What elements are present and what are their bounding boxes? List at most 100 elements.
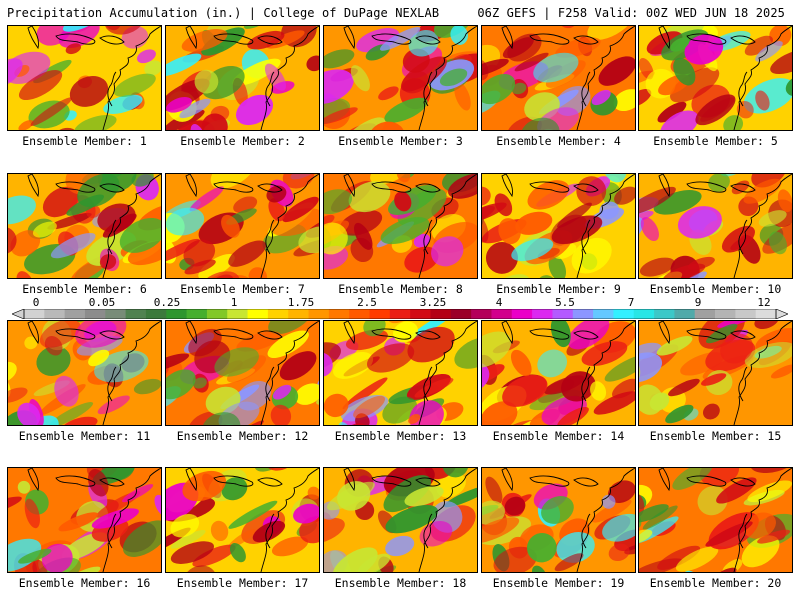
legend-tick-label: 1.75 [287,296,315,309]
legend-swatch [735,309,757,319]
ensemble-member-label: Ensemble Member: 15 [649,429,782,443]
legend-swatch [511,309,533,319]
member-map-panel [638,25,793,131]
precip-field-map [166,468,319,572]
member-map-panel [165,25,320,131]
legend-swatch [593,309,614,319]
legend-swatch [471,309,492,319]
legend-swatch [694,309,716,319]
legend-colorbar [12,309,788,319]
legend-swatch [410,309,431,319]
member-map-panel [7,173,162,279]
precip-field-map [639,26,792,130]
member-map-panel [165,467,320,573]
legend-tick-label: 0.05 [88,296,116,309]
ensemble-member-label: Ensemble Member: 1 [22,134,147,148]
legend-swatch [349,309,370,319]
ensemble-member-label: Ensemble Member: 4 [496,134,621,148]
member-map-panel [481,467,636,573]
precip-field-map [8,468,161,572]
member-map-panel [638,173,793,279]
ensemble-member-label: Ensemble Member: 9 [496,282,621,296]
ensemble-member-label: Ensemble Member: 16 [18,576,151,590]
legend-swatch [552,309,574,319]
legend-tick-label: 2.5 [357,296,377,309]
legend-swatch [450,309,472,319]
legend-tick-label: 7 [627,296,635,309]
legend-swatch [64,309,86,319]
ensemble-member-label: Ensemble Member: 6 [22,282,147,296]
legend-swatch [247,309,269,319]
precip-field-map [166,321,319,425]
member-map-panel [323,467,478,573]
member-map-panel [165,320,320,426]
legend-swatch [674,309,696,319]
legend-tick-label: 0 [32,296,40,309]
ensemble-member-label: Ensemble Member: 20 [649,576,782,590]
ensemble-member-label: Ensemble Member: 18 [334,576,467,590]
ensemble-member-label: Ensemble Member: 13 [334,429,467,443]
ensemble-member-label: Ensemble Member: 5 [653,134,778,148]
legend-swatch [755,309,777,319]
legend-tick-label: 12 [757,296,771,309]
legend-swatch [186,309,208,319]
legend-swatch [288,309,309,319]
member-map-panel [323,173,478,279]
member-map-panel [323,320,478,426]
color-legend: 0 0.05 0.25 1 1.75 2.5 3.25 4 5.5 7 9 12 [12,296,788,320]
legend-swatch [369,309,391,319]
ensemble-member-label: Ensemble Member: 11 [18,429,151,443]
precip-field-map [8,26,161,130]
precip-field-map [166,26,319,130]
precip-field-map [639,174,792,278]
precip-field-map [8,321,161,425]
ensemble-member-label: Ensemble Member: 12 [176,429,309,443]
ensemble-member-label: Ensemble Member: 7 [180,282,305,296]
legend-swatch [389,309,411,319]
ensemble-member-label: Ensemble Member: 8 [338,282,463,296]
legend-tick-label: 1 [230,296,238,309]
member-map-panel [7,320,162,426]
ensemble-member-label: Ensemble Member: 19 [492,576,625,590]
ensemble-member-label: Ensemble Member: 10 [649,282,782,296]
legend-outline [23,309,777,319]
ensemble-member-label: Ensemble Member: 3 [338,134,463,148]
member-map-panel [481,320,636,426]
precip-field-map [482,468,635,572]
member-map-panel [7,25,162,131]
member-map-panel [481,173,636,279]
legend-tick-label: 3.25 [419,296,447,309]
legend-swatch [125,309,147,319]
legend-swatch [166,309,187,319]
legend-swatch [267,309,289,319]
legend-swatch [145,309,167,319]
precip-field-map [639,468,792,572]
precip-field-map [324,174,477,278]
precip-field-map [324,26,477,130]
legend-tick-label: 0.25 [153,296,181,309]
precip-field-map [482,174,635,278]
precip-field-map [166,174,319,278]
member-map-panel [7,467,162,573]
legend-swatch [24,309,45,319]
legend-right-arrow [775,309,788,319]
legend-swatch [328,309,350,319]
legend-tick-label: 5.5 [555,296,575,309]
legend-swatch [84,309,106,319]
legend-swatch [532,309,553,319]
legend-swatch [430,309,452,319]
member-map-panel [481,25,636,131]
precip-field-map [482,321,635,425]
legend-tick-label: 4 [495,296,503,309]
legend-swatch [572,309,594,319]
legend-swatch [633,309,655,319]
member-map-panel [165,173,320,279]
legend-swatch [715,309,736,319]
legend-swatch [613,309,635,319]
member-map-panel [323,25,478,131]
legend-swatch [308,309,330,319]
map-title: Precipitation Accumulation (in.) | Colle… [7,6,440,20]
member-map-panel [638,467,793,573]
precip-field-map [324,321,477,425]
precip-field-map [8,174,161,278]
